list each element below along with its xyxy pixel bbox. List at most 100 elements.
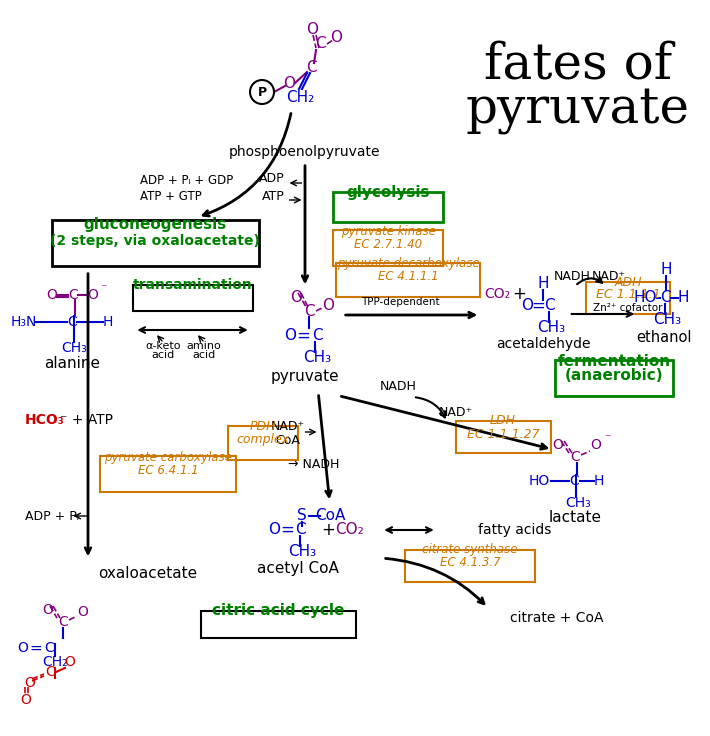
Text: H: H	[103, 315, 113, 329]
Text: citrate synthase: citrate synthase	[422, 542, 518, 556]
Text: EC 1.1.1.1: EC 1.1.1.1	[596, 288, 660, 300]
Text: pyruvate: pyruvate	[466, 85, 690, 135]
Text: amino: amino	[187, 341, 222, 351]
Text: C: C	[304, 303, 315, 319]
Text: =: =	[531, 297, 545, 315]
Text: transamination: transamination	[133, 278, 253, 292]
Text: ethanol: ethanol	[636, 330, 692, 344]
Text: =: =	[30, 640, 43, 656]
Text: =: =	[280, 521, 294, 539]
Text: NADH: NADH	[554, 269, 591, 283]
Text: +: +	[512, 285, 526, 303]
Text: glycolysis: glycolysis	[346, 185, 430, 199]
Text: C: C	[660, 291, 670, 305]
Text: alanine: alanine	[44, 356, 100, 372]
Text: complex: complex	[236, 434, 290, 447]
Text: ATP + GTP: ATP + GTP	[140, 189, 202, 202]
Text: (2 steps, via oxaloacetate): (2 steps, via oxaloacetate)	[50, 234, 260, 248]
Circle shape	[250, 80, 274, 104]
Text: fates of: fates of	[484, 40, 672, 90]
Text: fatty acids: fatty acids	[478, 523, 552, 537]
Text: O: O	[283, 76, 295, 91]
Text: C: C	[58, 615, 68, 629]
Text: C: C	[306, 60, 317, 76]
Text: EC 4.1.1.1: EC 4.1.1.1	[378, 269, 438, 283]
Text: ATP: ATP	[262, 189, 285, 202]
Text: pyruvate: pyruvate	[271, 369, 339, 383]
Text: C: C	[570, 450, 580, 464]
Text: H: H	[660, 263, 672, 277]
Text: O: O	[552, 438, 564, 452]
Text: O: O	[47, 288, 58, 302]
Text: S: S	[297, 509, 307, 523]
Text: C: C	[295, 523, 305, 537]
Text: CH₃: CH₃	[61, 341, 87, 355]
Text: C: C	[68, 288, 78, 302]
Text: CH₃: CH₃	[288, 545, 316, 559]
Text: oxaloacetate: oxaloacetate	[99, 567, 197, 581]
Text: O: O	[284, 328, 296, 344]
Text: ADH: ADH	[614, 277, 642, 289]
Text: O: O	[268, 523, 280, 537]
Text: acid: acid	[192, 350, 216, 360]
Text: ADP + Pᵢ + GDP: ADP + Pᵢ + GDP	[140, 174, 234, 186]
Text: +: +	[321, 521, 335, 539]
Text: acid: acid	[151, 350, 175, 360]
Text: ⁻ + ATP: ⁻ + ATP	[60, 413, 113, 427]
Text: citric acid cycle: citric acid cycle	[212, 603, 344, 618]
Text: O: O	[521, 299, 533, 314]
Text: NAD⁺: NAD⁺	[439, 406, 473, 419]
Text: CH₂: CH₂	[286, 90, 314, 105]
Text: NAD⁺: NAD⁺	[592, 269, 626, 283]
Text: C: C	[544, 299, 555, 314]
Text: gluconeogenesis: gluconeogenesis	[83, 218, 226, 233]
Text: lactate: lactate	[549, 511, 601, 526]
Text: TPP-dependent: TPP-dependent	[361, 297, 439, 307]
Text: O: O	[43, 603, 53, 617]
Text: pyruvate kinase: pyruvate kinase	[341, 224, 435, 238]
Text: O: O	[591, 438, 601, 452]
Text: O: O	[87, 288, 99, 302]
Text: Zn²⁺ cofactor: Zn²⁺ cofactor	[594, 303, 662, 313]
Text: CH₃: CH₃	[653, 313, 681, 328]
Text: (anaerobic): (anaerobic)	[564, 369, 663, 383]
Text: HO: HO	[633, 291, 657, 305]
Text: phosphoenolpyruvate: phosphoenolpyruvate	[229, 145, 381, 159]
Text: O: O	[77, 605, 89, 619]
Text: citrate + CoA: citrate + CoA	[510, 611, 604, 625]
Text: HCO₃: HCO₃	[25, 413, 65, 427]
Text: CO₂: CO₂	[336, 523, 364, 537]
Text: CoA: CoA	[275, 434, 300, 447]
Text: H: H	[677, 291, 689, 305]
Text: LDH: LDH	[490, 414, 516, 428]
Text: H: H	[537, 277, 549, 291]
Text: CH₃: CH₃	[565, 496, 591, 510]
Text: ⁻: ⁻	[604, 433, 611, 445]
Text: O: O	[25, 676, 36, 690]
Text: CoA: CoA	[315, 509, 345, 523]
Text: α-keto: α-keto	[146, 341, 181, 351]
Text: H₃N: H₃N	[11, 315, 37, 329]
Text: C: C	[67, 315, 77, 329]
Text: EC 1.1.1.27: EC 1.1.1.27	[466, 428, 540, 442]
Text: CH₃: CH₃	[537, 320, 565, 336]
Text: O: O	[21, 693, 31, 707]
Text: C: C	[45, 665, 55, 679]
Text: ⁻: ⁻	[99, 283, 106, 295]
Text: P: P	[258, 85, 266, 99]
Text: CO₂: CO₂	[484, 287, 510, 301]
Text: C: C	[315, 37, 325, 52]
Text: C: C	[569, 474, 579, 488]
Text: PDH: PDH	[250, 420, 276, 434]
Text: EC 2.7.1.40: EC 2.7.1.40	[354, 238, 422, 252]
Text: acetyl CoA: acetyl CoA	[257, 561, 339, 576]
Text: EC 4.1.3.7: EC 4.1.3.7	[439, 556, 501, 570]
Text: C: C	[312, 328, 322, 344]
Text: ADP + Pᵢ: ADP + Pᵢ	[25, 509, 79, 523]
Text: → NADH: → NADH	[288, 458, 339, 470]
Text: O: O	[322, 297, 334, 313]
Text: acetaldehyde: acetaldehyde	[496, 337, 590, 351]
Text: O: O	[290, 289, 302, 305]
Text: O: O	[306, 23, 318, 38]
Text: CH₂: CH₂	[42, 655, 68, 669]
